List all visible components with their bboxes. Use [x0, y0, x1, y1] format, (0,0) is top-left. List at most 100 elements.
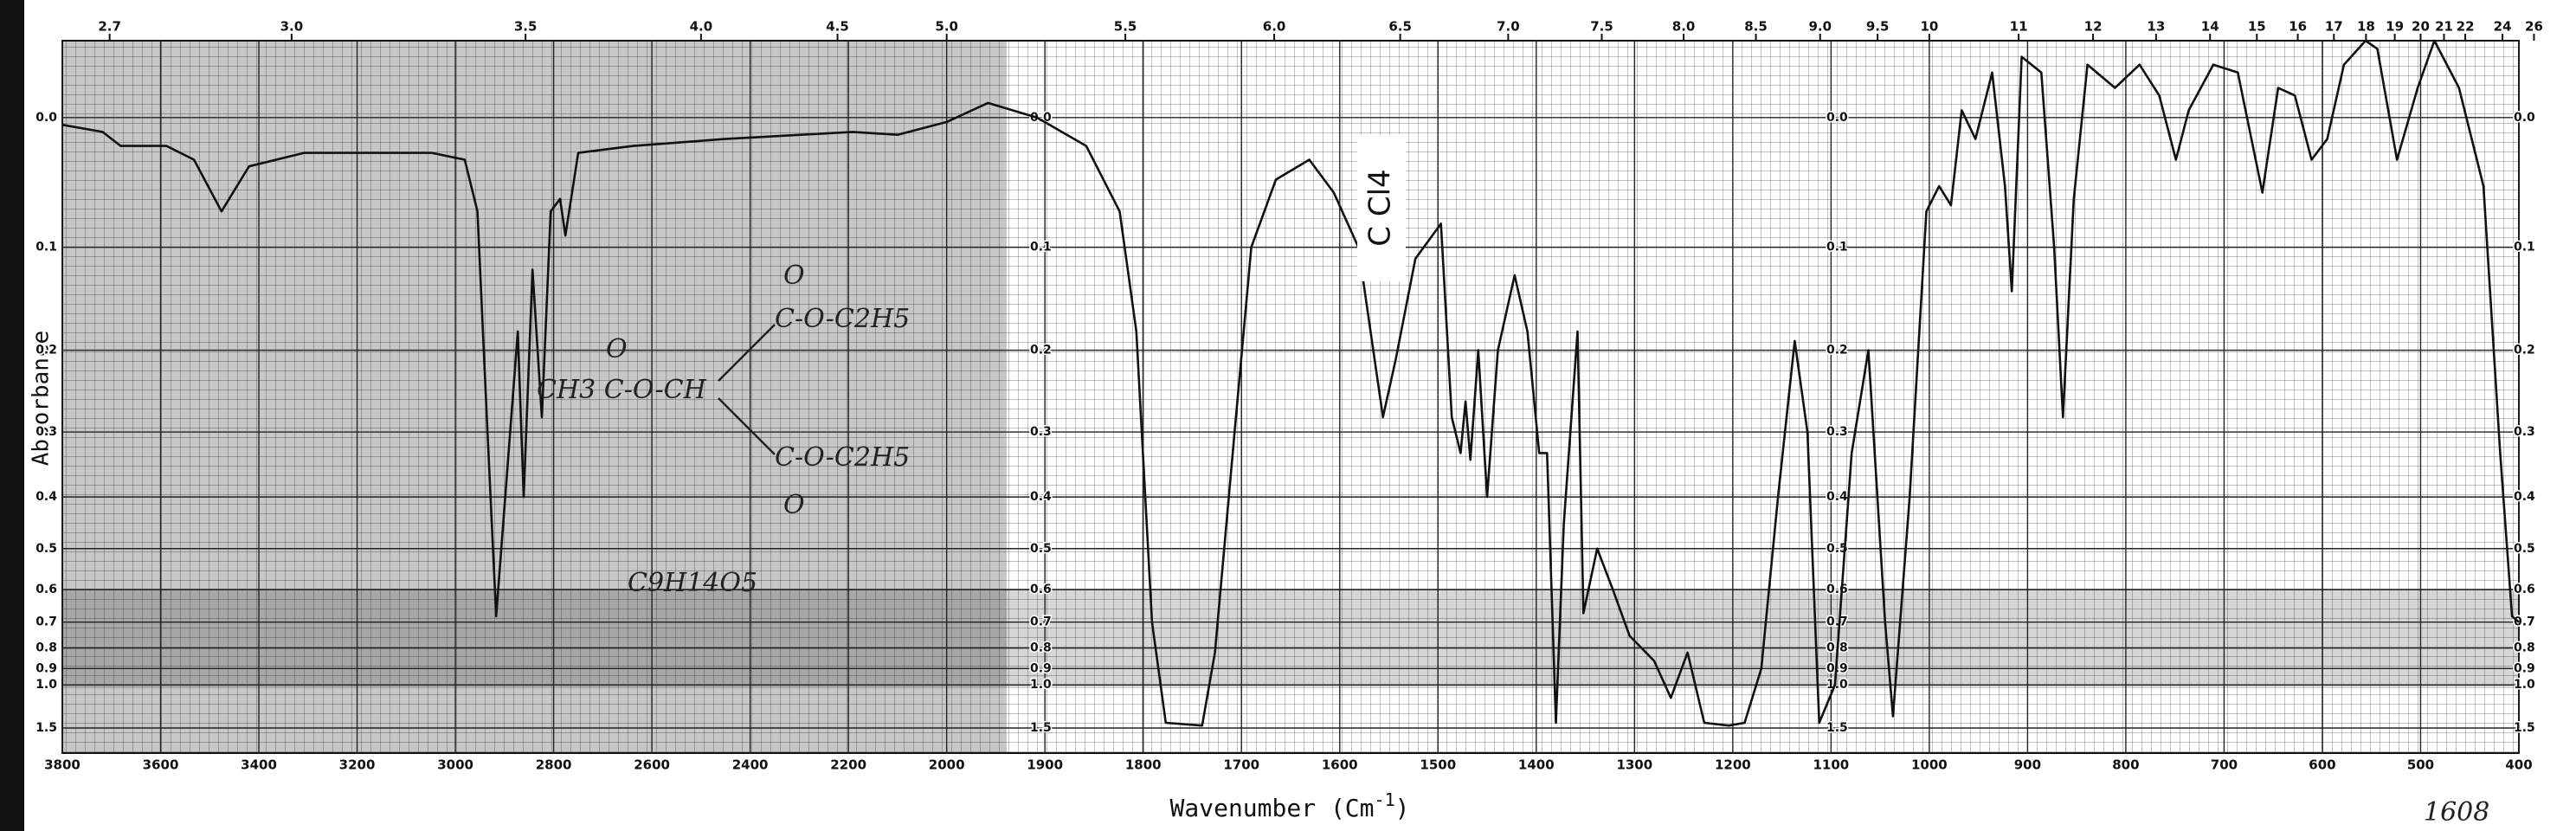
y-tick-label: 0.4	[1030, 490, 1052, 504]
handwritten-note: O	[783, 261, 805, 291]
x2-tick-label: 22	[2457, 19, 2475, 35]
x2-tick-label: 26	[2525, 19, 2543, 35]
y-tick-label: 0.9	[1030, 661, 1052, 675]
y-tick-label: 0.2	[1030, 344, 1052, 358]
handwritten-note: 1608	[2424, 797, 2489, 828]
x2-tick-label: 4.0	[690, 19, 713, 35]
x2-tick-label: 5.5	[1114, 19, 1137, 35]
x-tick-label: 2600	[634, 757, 670, 773]
x2-tick-label: 20	[2412, 19, 2430, 35]
handwritten-note: C9H14O5	[628, 568, 757, 598]
y-tick-label: 1.0	[35, 678, 57, 692]
y-tick-label: 1.0	[1030, 678, 1052, 692]
shaded-region	[62, 41, 1007, 753]
solvent-label: C Cl4	[1363, 169, 1398, 246]
shaded-band	[62, 589, 2519, 688]
y-tick-label: 0.1	[1030, 241, 1052, 254]
x-tick-label: 3400	[241, 757, 277, 773]
y-tick-label: 1.5	[1030, 721, 1052, 735]
x-tick-label: 1100	[1813, 757, 1849, 773]
x2-tick-label: 8.5	[1744, 19, 1768, 35]
x2-tick-label: 7.5	[1590, 19, 1613, 35]
y-tick-label: 1.0	[1826, 678, 1848, 692]
x-label-close: )	[1395, 794, 1410, 822]
x-label-text: Wavenumber (Cm	[1170, 794, 1375, 822]
annotation-box	[1357, 134, 1406, 281]
x-tick-label: 3800	[44, 757, 80, 773]
x-tick-label: 2000	[929, 757, 965, 773]
x2-tick-label: 4.5	[826, 19, 849, 35]
y-tick-label: 0.4	[35, 490, 57, 504]
x-tick-label: 2200	[830, 757, 866, 773]
x2-tick-label: 13	[2147, 19, 2165, 35]
handwritten-note: O	[606, 334, 628, 364]
x2-tick-label: 10	[1920, 19, 1938, 35]
x2-tick-label: 18	[2357, 19, 2375, 35]
y-tick-label: 0.7	[2514, 615, 2535, 629]
y-tick-label: 0.1	[35, 241, 57, 254]
y-tick-label: 0.3	[1826, 425, 1848, 439]
y-tick-label: 0.6	[35, 583, 57, 596]
x2-tick-label: 6.5	[1388, 19, 1412, 35]
y-tick-label: 0.1	[2514, 241, 2535, 254]
handwritten-note: C-O-C2H5	[775, 442, 910, 473]
handwritten-note: C-O-C2H5	[775, 304, 910, 334]
y-tick-label: 0.4	[2514, 490, 2535, 504]
x-tick-label: 1200	[1715, 757, 1751, 773]
y-tick-label: 0.7	[35, 615, 57, 629]
x-tick-label: 3600	[143, 757, 179, 773]
y-tick-label: 0.0	[1030, 111, 1052, 125]
x-tick-label: 2400	[732, 757, 769, 773]
y-tick-label: 0.6	[1030, 583, 1052, 596]
x-tick-label: 1300	[1616, 757, 1652, 773]
handwritten-note: CH3 C-O-CH	[537, 375, 707, 405]
y-tick-label: 1.5	[35, 721, 57, 735]
y-tick-label: 0.7	[1030, 615, 1052, 629]
x-tick-label: 3200	[339, 757, 376, 773]
y-tick-label: 1.0	[2514, 678, 2535, 692]
x2-tick-label: 14	[2201, 19, 2219, 35]
x2-tick-label: 9.0	[1808, 19, 1832, 35]
y-tick-label: 1.5	[1826, 721, 1848, 735]
y-tick-label: 0.2	[2514, 344, 2535, 358]
x-tick-label: 1000	[1911, 757, 1948, 773]
x-tick-label: 900	[2014, 757, 2041, 773]
y-tick-label: 0.4	[1826, 490, 1848, 504]
y-tick-label: 0.5	[1826, 542, 1848, 556]
scan-edge	[0, 0, 24, 831]
y-tick-label: 0.9	[35, 661, 57, 675]
x-tick-label: 2800	[536, 757, 572, 773]
x-tick-label: 1400	[1518, 757, 1555, 773]
x-tick-label: 1700	[1223, 757, 1259, 773]
y-tick-label: 0.1	[1826, 241, 1848, 254]
y-tick-label: 0.5	[1030, 542, 1052, 556]
x2-tick-label: 16	[2289, 19, 2307, 35]
y-tick-label: 0.3	[1030, 425, 1052, 439]
x2-tick-label: 24	[2494, 19, 2512, 35]
x2-tick-label: 21	[2435, 19, 2453, 35]
x-tick-label: 700	[2211, 757, 2238, 773]
x2-tick-label: 9.5	[1866, 19, 1890, 35]
y-tick-label: 0.3	[35, 425, 57, 439]
x-tick-label: 600	[2309, 757, 2335, 773]
y-tick-label: 0.7	[1826, 615, 1848, 629]
y-tick-label: 0.0	[35, 111, 57, 125]
x-tick-label: 1600	[1322, 757, 1358, 773]
handwritten-note: O	[783, 490, 805, 520]
x-label-sup: -1	[1375, 789, 1395, 810]
y-tick-label: 0.5	[2514, 542, 2535, 556]
y-tick-label: 0.2	[35, 344, 57, 358]
x-tick-label: 1500	[1420, 757, 1456, 773]
y-tick-label: 0.9	[2514, 661, 2535, 675]
y-tick-label: 0.0	[2514, 111, 2535, 125]
x2-tick-label: 17	[2325, 19, 2343, 35]
y-axis-label: Absorbance	[29, 331, 55, 467]
x-tick-label: 800	[2112, 757, 2139, 773]
x2-tick-label: 3.5	[514, 19, 538, 35]
y-tick-label: 0.5	[35, 542, 57, 556]
x2-tick-label: 3.0	[280, 19, 304, 35]
graph-paper	[62, 41, 2519, 753]
x-axis-label: Wavenumber (Cm-1)	[1170, 789, 1410, 823]
x2-tick-label: 19	[2386, 19, 2404, 35]
